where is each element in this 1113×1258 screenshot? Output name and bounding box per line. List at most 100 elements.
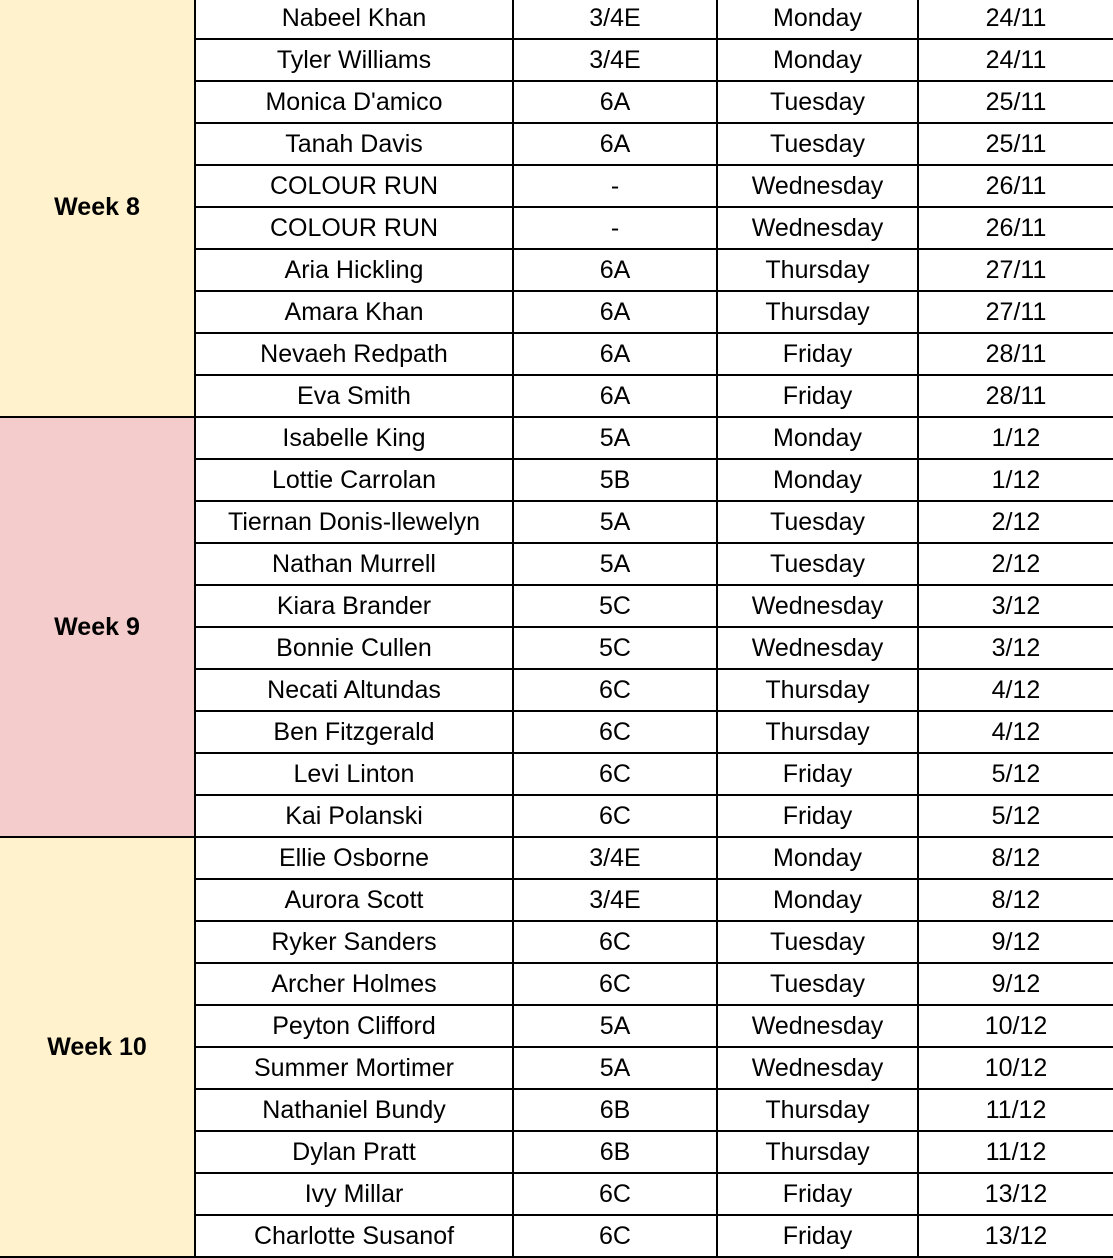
student-name-cell[interactable]: Levi Linton [195, 752, 514, 796]
date-cell[interactable]: 28/11 [917, 374, 1113, 418]
student-name-cell[interactable]: Aria Hickling [195, 248, 514, 292]
class-cell[interactable]: 6A [512, 374, 718, 418]
day-cell[interactable]: Thursday [716, 668, 919, 712]
date-cell[interactable]: 2/12 [917, 542, 1113, 586]
student-name-cell[interactable]: Eva Smith [195, 374, 514, 418]
class-cell[interactable]: - [512, 164, 718, 208]
day-cell[interactable]: Monday [716, 38, 919, 82]
date-cell[interactable]: 11/12 [917, 1130, 1113, 1174]
student-name-cell[interactable]: COLOUR RUN [195, 164, 514, 208]
student-name-cell[interactable]: Dylan Pratt [195, 1130, 514, 1174]
student-name-cell[interactable]: Peyton Clifford [195, 1004, 514, 1048]
class-cell[interactable]: 6C [512, 752, 718, 796]
day-cell[interactable]: Tuesday [716, 500, 919, 544]
date-cell[interactable]: 25/11 [917, 122, 1113, 166]
day-cell[interactable]: Tuesday [716, 80, 919, 124]
day-cell[interactable]: Friday [716, 374, 919, 418]
student-name-cell[interactable]: Nabeel Khan [194, 0, 514, 40]
date-cell[interactable]: 1/12 [917, 458, 1113, 502]
date-cell[interactable]: 9/12 [917, 920, 1113, 964]
class-cell[interactable]: 5A [512, 1004, 718, 1048]
date-cell[interactable]: 11/12 [917, 1088, 1113, 1132]
day-cell[interactable]: Wednesday [716, 1004, 919, 1048]
class-cell[interactable]: 5A [512, 1046, 718, 1090]
class-cell[interactable]: 6B [512, 1130, 718, 1174]
student-name-cell[interactable]: Necati Altundas [195, 668, 514, 712]
day-cell[interactable]: Monday [716, 836, 919, 880]
date-cell[interactable]: 27/11 [917, 290, 1113, 334]
student-name-cell[interactable]: Ivy Millar [195, 1172, 514, 1216]
day-cell[interactable]: Friday [716, 1214, 919, 1258]
day-cell[interactable]: Tuesday [716, 542, 919, 586]
day-cell[interactable]: Friday [716, 332, 919, 376]
class-cell[interactable]: 3/4E [512, 878, 718, 922]
student-name-cell[interactable]: Lottie Carrolan [195, 458, 514, 502]
class-cell[interactable]: 6C [512, 1214, 718, 1258]
student-name-cell[interactable]: Summer Mortimer [195, 1046, 514, 1090]
date-cell[interactable]: 24/11 [917, 0, 1113, 40]
week-label-cell[interactable]: Week 8 [0, 0, 196, 418]
day-cell[interactable]: Tuesday [716, 962, 919, 1006]
date-cell[interactable]: 5/12 [917, 794, 1113, 838]
day-cell[interactable]: Friday [716, 1172, 919, 1216]
date-cell[interactable]: 1/12 [917, 416, 1113, 460]
class-cell[interactable]: 6A [512, 122, 718, 166]
class-cell[interactable]: 3/4E [512, 38, 718, 82]
day-cell[interactable]: Friday [716, 752, 919, 796]
date-cell[interactable]: 2/12 [917, 500, 1113, 544]
class-cell[interactable]: 6C [512, 920, 718, 964]
day-cell[interactable]: Wednesday [716, 584, 919, 628]
day-cell[interactable]: Thursday [716, 710, 919, 754]
class-cell[interactable]: 3/4E [512, 0, 718, 40]
date-cell[interactable]: 10/12 [917, 1046, 1113, 1090]
class-cell[interactable]: 6C [512, 794, 718, 838]
day-cell[interactable]: Tuesday [716, 122, 919, 166]
class-cell[interactable]: 6C [512, 962, 718, 1006]
day-cell[interactable]: Monday [716, 458, 919, 502]
date-cell[interactable]: 8/12 [917, 878, 1113, 922]
class-cell[interactable]: 6A [512, 248, 718, 292]
date-cell[interactable]: 4/12 [917, 710, 1113, 754]
date-cell[interactable]: 3/12 [917, 584, 1113, 628]
day-cell[interactable]: Thursday [716, 290, 919, 334]
date-cell[interactable]: 26/11 [917, 164, 1113, 208]
date-cell[interactable]: 3/12 [917, 626, 1113, 670]
date-cell[interactable]: 10/12 [917, 1004, 1113, 1048]
class-cell[interactable]: 3/4E [512, 836, 718, 880]
student-name-cell[interactable]: Bonnie Cullen [195, 626, 514, 670]
student-name-cell[interactable]: Tiernan Donis-llewelyn [195, 500, 514, 544]
class-cell[interactable]: 5A [512, 542, 718, 586]
date-cell[interactable]: 26/11 [917, 206, 1113, 250]
class-cell[interactable]: 6B [512, 1088, 718, 1132]
day-cell[interactable]: Tuesday [716, 920, 919, 964]
day-cell[interactable]: Thursday [716, 1130, 919, 1174]
class-cell[interactable]: 5A [512, 416, 718, 460]
class-cell[interactable]: - [512, 206, 718, 250]
student-name-cell[interactable]: Ben Fitzgerald [195, 710, 514, 754]
student-name-cell[interactable]: Tanah Davis [195, 122, 514, 166]
date-cell[interactable]: 5/12 [917, 752, 1113, 796]
date-cell[interactable]: 25/11 [917, 80, 1113, 124]
date-cell[interactable]: 28/11 [917, 332, 1113, 376]
class-cell[interactable]: 5B [512, 458, 718, 502]
day-cell[interactable]: Wednesday [716, 164, 919, 208]
week-label-cell[interactable]: Week 9 [0, 416, 196, 838]
date-cell[interactable]: 27/11 [917, 248, 1113, 292]
date-cell[interactable]: 13/12 [917, 1172, 1113, 1216]
week-label-cell[interactable]: Week 10 [0, 836, 196, 1258]
class-cell[interactable]: 5C [512, 584, 718, 628]
student-name-cell[interactable]: Charlotte Susanof [195, 1214, 514, 1258]
class-cell[interactable]: 6C [512, 710, 718, 754]
class-cell[interactable]: 6A [512, 332, 718, 376]
day-cell[interactable]: Thursday [716, 1088, 919, 1132]
student-name-cell[interactable]: Monica D'amico [195, 80, 514, 124]
student-name-cell[interactable]: Aurora Scott [195, 878, 514, 922]
student-name-cell[interactable]: Nevaeh Redpath [195, 332, 514, 376]
student-name-cell[interactable]: Nathaniel Bundy [195, 1088, 514, 1132]
class-cell[interactable]: 6A [512, 290, 718, 334]
student-name-cell[interactable]: Archer Holmes [195, 962, 514, 1006]
student-name-cell[interactable]: Kiara Brander [195, 584, 514, 628]
day-cell[interactable]: Monday [716, 878, 919, 922]
day-cell[interactable]: Wednesday [716, 626, 919, 670]
student-name-cell[interactable]: Isabelle King [194, 416, 514, 460]
